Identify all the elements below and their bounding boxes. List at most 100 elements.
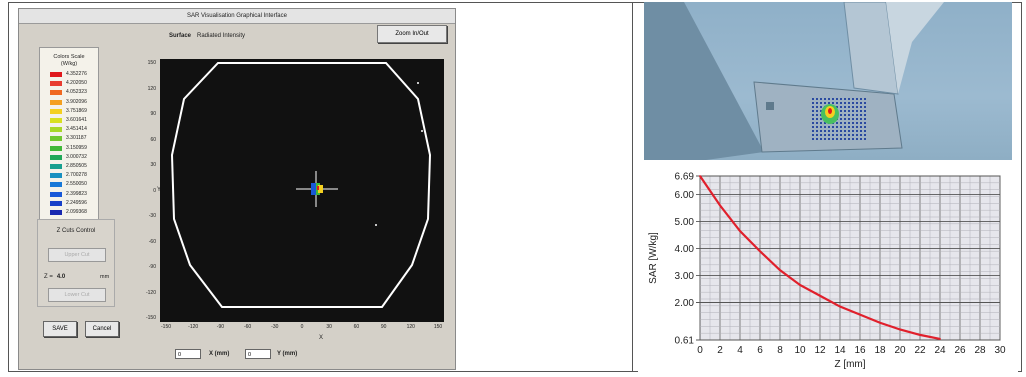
color-scale-value: 4.052323 xyxy=(66,89,87,96)
zcuts-title: Z Cuts Control xyxy=(56,228,96,234)
color-scale-value: 4.202050 xyxy=(66,80,87,87)
color-scale-swatch xyxy=(50,72,62,77)
upper-cut-button[interactable]: Upper Cut xyxy=(48,248,106,262)
3d-scan-svg xyxy=(644,2,944,160)
chart-y-tick-label: 2.00 xyxy=(675,298,695,309)
hotspot-red xyxy=(317,186,319,190)
chart-x-tick-label: 2 xyxy=(717,345,723,356)
plot-x-tick: -30 xyxy=(271,324,279,330)
phantom-outline xyxy=(170,62,432,308)
z-unit: mm xyxy=(100,274,110,280)
plot-x-axis-label: X xyxy=(319,335,324,341)
phantom-tray-right-flap xyxy=(886,2,944,94)
color-scale-swatch xyxy=(50,164,62,169)
sar-surface-plot[interactable] xyxy=(160,59,444,322)
color-scale-swatch xyxy=(50,154,62,160)
surface-value: Radiated Intensity xyxy=(197,33,246,39)
sar-hotspot-3d-red xyxy=(828,108,832,114)
plot-x-tick: 150 xyxy=(433,324,443,330)
tray-slot xyxy=(766,102,774,110)
color-scale-swatch xyxy=(50,191,62,197)
color-scale-swatch xyxy=(50,145,62,151)
color-scale-value: 3.601641 xyxy=(66,117,87,123)
speck xyxy=(417,82,419,84)
chart-x-axis-label: Z [mm] xyxy=(834,359,865,370)
zoom-button[interactable]: Zoom In/Out xyxy=(377,25,447,43)
chart-x-tick-label: 20 xyxy=(894,345,906,356)
chart-x-tick-label: 10 xyxy=(794,345,806,356)
x-coordinate-input[interactable]: 0 xyxy=(175,349,201,359)
sar-dialog: SAR Visualisation Graphical Interface Su… xyxy=(18,8,456,370)
z-value: 4.0 xyxy=(56,274,66,280)
color-scale-swatch xyxy=(50,173,62,179)
x-coordinate-label: X (mm) xyxy=(209,351,230,357)
chart-y-tick-label: 3.00 xyxy=(675,271,695,282)
chart-y-tick-label: 6.00 xyxy=(675,190,695,201)
chart-x-tick-label: 30 xyxy=(994,345,1006,356)
plot-y-tick: 0 xyxy=(153,187,156,194)
chart-x-tick-label: 0 xyxy=(697,345,703,356)
color-scale-value: 2.550050 xyxy=(66,181,87,188)
color-scale-swatch xyxy=(50,90,62,96)
chart-data-point xyxy=(719,204,721,207)
sar-z-chart: 6.69 6.00 5.00 4.00 3.00 2.00 0.61 0 2 4 6 8 10 12 14 1… xyxy=(638,164,1018,372)
chart-data-point xyxy=(759,250,761,253)
color-scale-swatch xyxy=(50,182,62,188)
color-scale-value: 2.099368 xyxy=(66,209,87,215)
3d-scan-image xyxy=(644,2,1012,160)
plot-x-tick: -150 xyxy=(160,324,172,330)
cancel-button[interactable]: Cancel xyxy=(85,321,119,337)
hotspot-yellow xyxy=(318,185,323,193)
plot-y-axis-label: Y xyxy=(157,187,162,193)
color-scale-swatch xyxy=(50,81,62,87)
lower-cut-button[interactable]: Lower Cut xyxy=(48,288,106,302)
color-scale-swatch xyxy=(50,127,62,133)
chart-x-tick-label: 16 xyxy=(854,345,866,356)
color-scale-title: Colors Scale (W/kg) xyxy=(40,54,98,68)
plot-x-tick: -60 xyxy=(243,324,252,330)
color-scale-legend: Colors Scale (W/kg) 4.352276 4.202050 4.05… xyxy=(39,47,99,229)
chart-data-point xyxy=(919,333,921,336)
color-scale-value: 3.301187 xyxy=(66,135,87,142)
measurement-grid xyxy=(812,98,866,142)
y-coordinate-input[interactable]: 0 xyxy=(245,349,271,359)
color-scale-swatch xyxy=(50,210,62,215)
chart-data-point xyxy=(939,338,941,340)
color-scale-value: 2.399823 xyxy=(66,190,87,197)
frame-divider xyxy=(632,2,633,372)
color-scale-value: 3.000732 xyxy=(66,153,87,160)
plot-y-tick: -120 xyxy=(145,289,156,296)
color-scale-value: 2.850505 xyxy=(66,163,87,169)
plot-y-tick: -30 xyxy=(148,213,156,219)
color-scale-value: 3.150959 xyxy=(66,144,87,151)
chart-data-point xyxy=(879,321,881,324)
sar-z-chart-svg: 6.696.005.004.003.002.000.610 2 4 6 8 10 12 14 1… xyxy=(648,172,1006,371)
plot-y-tick: -60 xyxy=(148,238,156,245)
color-scale-swatch xyxy=(50,136,62,142)
plot-x-tick: 0 xyxy=(300,324,304,330)
chart-data-point xyxy=(739,230,741,232)
y-coordinate-label: Y (mm) xyxy=(277,351,298,357)
plot-y-tick: 30 xyxy=(150,162,156,168)
chart-x-tick-label: 22 xyxy=(914,345,926,356)
chart-y-axis-label: SAR [W/kg] xyxy=(648,232,659,284)
color-scale-title-unit: (W/kg) xyxy=(60,61,78,67)
plot-x-tick: 90 xyxy=(380,324,387,330)
dialog-title: SAR Visualisation Graphical Interface xyxy=(19,9,455,24)
plot-y-tick: -150 xyxy=(145,315,156,321)
chart-x-tick-label: 12 xyxy=(814,345,826,356)
chart-data-point xyxy=(859,313,861,316)
hotspot-blue xyxy=(311,183,316,195)
color-scale-value: 2.700278 xyxy=(66,172,87,179)
color-scale-swatch xyxy=(50,108,62,114)
save-button[interactable]: SAVE xyxy=(43,321,77,337)
frame-left-border xyxy=(8,2,9,372)
chart-x-tick-label: 28 xyxy=(974,345,986,356)
frame-right-border xyxy=(1021,2,1022,372)
color-scale-title-line1: Colors Scale xyxy=(53,54,85,60)
chart-x-tick-label: 26 xyxy=(954,345,966,356)
chart-y-tick-label: 0.61 xyxy=(675,336,695,347)
chart-data-point xyxy=(899,328,901,331)
chart-data-point xyxy=(799,284,801,286)
